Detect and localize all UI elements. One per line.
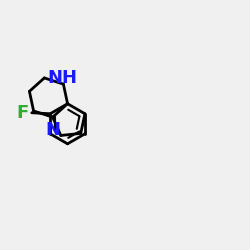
Text: N: N bbox=[45, 121, 60, 139]
Text: NH: NH bbox=[47, 69, 77, 87]
Text: F: F bbox=[16, 104, 28, 122]
